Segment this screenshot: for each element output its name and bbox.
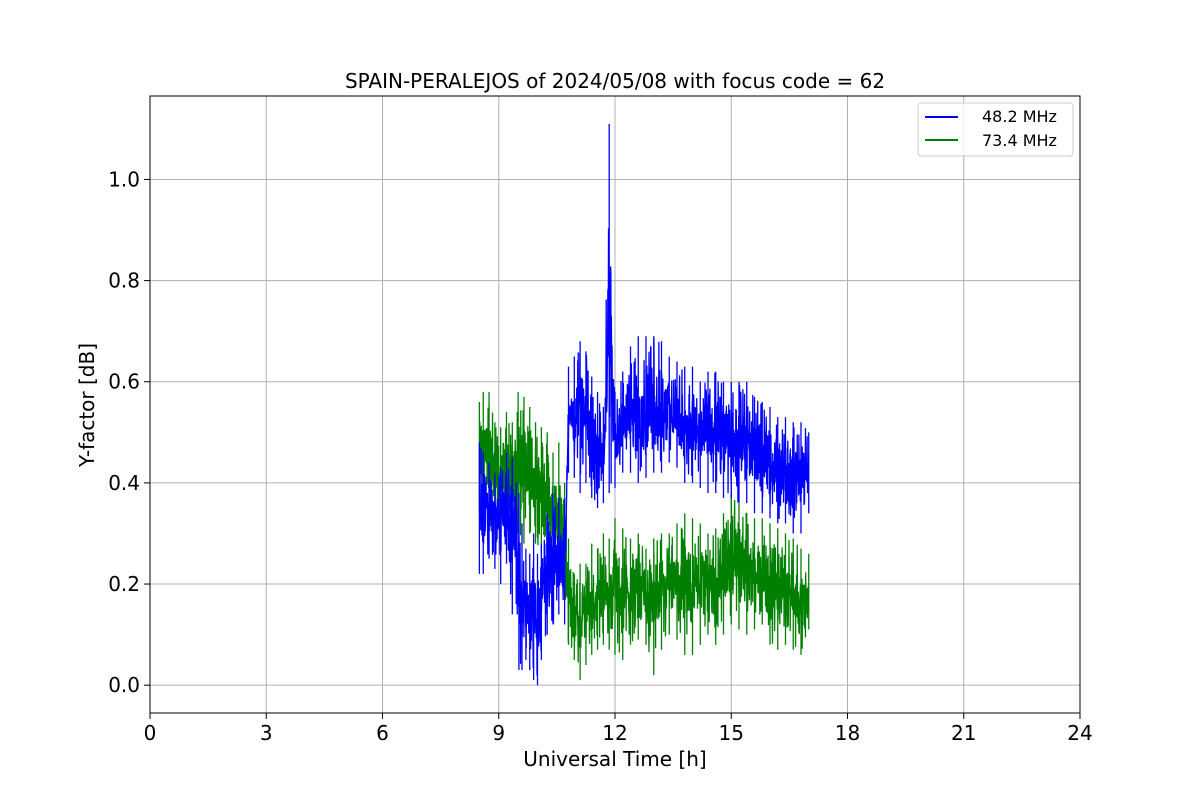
chart-title: SPAIN-PERALEJOS of 2024/05/08 with focus…: [345, 69, 885, 93]
y-axis: 0.0 0.2 0.4 0.6 0.8 1.0: [108, 167, 150, 697]
series-line-1: [478, 123, 810, 686]
legend: 48.2 MHz 73.4 MHz: [917, 102, 1074, 157]
x-tick-label: 12: [602, 721, 627, 745]
y-axis-label: Y-factor [dB]: [75, 343, 99, 468]
legend-label-series-1: 48.2 MHz: [982, 107, 1057, 126]
y-tick-label: 0.8: [108, 269, 140, 293]
x-tick-label: 24: [1067, 721, 1092, 745]
x-tick-label: 6: [376, 721, 389, 745]
x-tick-label: 3: [260, 721, 273, 745]
x-tick-label: 18: [835, 721, 860, 745]
x-axis-label: Universal Time [h]: [523, 747, 706, 771]
y-tick-label: 1.0: [108, 167, 140, 191]
x-tick-label: 15: [719, 721, 744, 745]
y-tick-label: 0.2: [108, 572, 140, 596]
y-tick-label: 0.0: [108, 673, 140, 697]
x-axis: 0 3 6 9 12 15 18 21 24: [144, 713, 1093, 745]
x-tick-label: 21: [951, 721, 976, 745]
x-tick-label: 9: [492, 721, 505, 745]
x-tick-label: 0: [144, 721, 157, 745]
legend-label-series-2: 73.4 MHz: [982, 131, 1057, 150]
series-layer: [478, 123, 810, 686]
y-tick-label: 0.6: [108, 370, 140, 394]
y-tick-label: 0.4: [108, 471, 140, 495]
